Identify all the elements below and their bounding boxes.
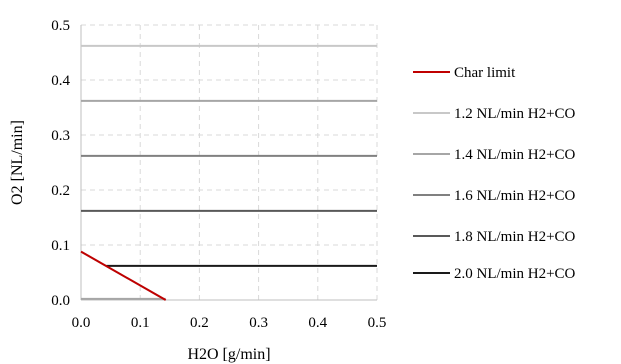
- axes: [80, 25, 377, 301]
- legend-label: Char limit: [454, 65, 516, 81]
- x-axis-label: H2O [g/min]: [187, 346, 270, 363]
- y-tick-labels: 0.0 0.1 0.2 0.3 0.4 0.5: [51, 18, 70, 309]
- grid: [81, 24, 378, 300]
- x-tick-label: 0.1: [131, 315, 150, 331]
- x-tick-label: 0.5: [368, 315, 387, 331]
- x-tick-label: 0.0: [72, 315, 91, 331]
- x-tick-label: 0.3: [249, 315, 268, 331]
- y-tick-label: 0.5: [51, 18, 70, 34]
- y-tick-label: 0.1: [51, 238, 70, 254]
- y-tick-label: 0.3: [51, 128, 70, 144]
- y-tick-label: 0.0: [51, 293, 70, 309]
- legend: Char limit 1.2 NL/min H2+CO 1.4 NL/min H2+…: [413, 65, 576, 282]
- y-tick-label: 0.4: [51, 73, 70, 89]
- legend-label: 1.6 NL/min H2+CO: [454, 188, 576, 204]
- series-lines: [80, 44, 377, 301]
- legend-label: 1.2 NL/min H2+CO: [454, 106, 576, 122]
- x-tick-label: 0.4: [308, 315, 327, 331]
- series-line: [80, 250, 167, 301]
- legend-label: 1.4 NL/min H2+CO: [454, 147, 576, 163]
- y-axis-label: O2 [NL/min]: [9, 120, 26, 205]
- x-tick-label: 0.2: [190, 315, 209, 331]
- x-tick-labels: 0.0 0.1 0.2 0.3 0.4 0.5: [72, 315, 387, 331]
- legend-label: 1.8 NL/min H2+CO: [454, 229, 576, 245]
- y-tick-label: 0.2: [51, 183, 70, 199]
- legend-label: 2.0 NL/min H2+CO: [454, 266, 576, 282]
